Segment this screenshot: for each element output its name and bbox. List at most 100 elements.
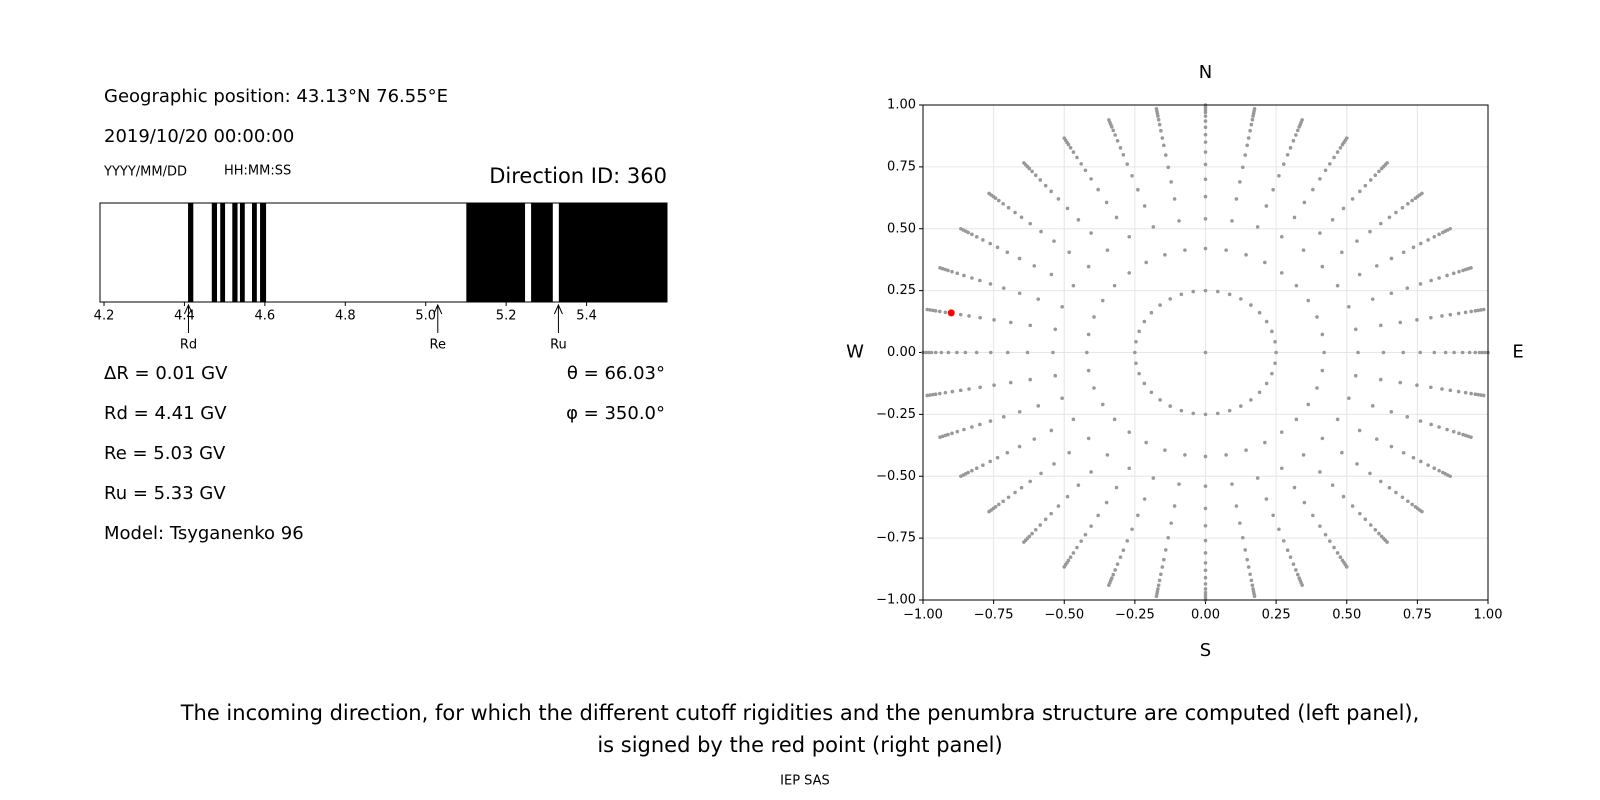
- direction-point: [1053, 373, 1058, 378]
- direction-point: [1323, 532, 1328, 537]
- direction-point: [970, 232, 974, 237]
- direction-point: [974, 350, 979, 355]
- direction-point: [1429, 385, 1433, 390]
- marker-label: Re: [430, 338, 446, 353]
- direction-point: [1398, 380, 1403, 385]
- param: ΔR = 0.01 GV: [104, 363, 228, 384]
- direction-point: [967, 314, 971, 318]
- direction-point: [1230, 219, 1234, 223]
- direction-point: [1136, 513, 1140, 518]
- direction-point: [1127, 430, 1132, 434]
- direction-point: [955, 271, 960, 276]
- direction-point: [1083, 168, 1088, 173]
- direction-point: [1344, 136, 1349, 140]
- direction-point: [1318, 470, 1322, 474]
- direction-point: [1368, 178, 1373, 182]
- direction-point: [1370, 404, 1375, 408]
- direction-point: [1215, 411, 1220, 416]
- direction-point: [1134, 339, 1138, 344]
- direction-point: [1263, 440, 1267, 445]
- direction-point: [1056, 504, 1061, 508]
- arrow-head: [433, 303, 443, 315]
- direction-point: [1203, 194, 1208, 199]
- direction-point: [1389, 291, 1394, 296]
- direction-point: [1271, 513, 1275, 518]
- direction-point: [1100, 298, 1105, 303]
- direction-point: [1086, 332, 1091, 337]
- y-tick-label: −0.25: [876, 407, 916, 422]
- direction-point: [1118, 146, 1123, 150]
- direction-point: [950, 269, 954, 274]
- direction-point: [1338, 146, 1343, 150]
- direction-point: [1056, 197, 1061, 201]
- direction-point: [962, 427, 966, 432]
- direction-point: [1463, 310, 1468, 315]
- direction-point: [1353, 327, 1358, 332]
- direction-point: [1246, 136, 1251, 140]
- direction-point: [1240, 165, 1245, 170]
- direction-point: [1071, 150, 1076, 154]
- direction-point: [1001, 286, 1006, 290]
- direction-point: [992, 383, 996, 387]
- direction-point: [1249, 578, 1254, 583]
- x-tick-label: 0.75: [1403, 608, 1432, 623]
- direction-point: [1032, 264, 1037, 268]
- direction-point: [1085, 350, 1089, 355]
- direction-point: [1238, 180, 1242, 184]
- compass-label: N: [1199, 62, 1212, 83]
- direction-point: [1104, 500, 1109, 505]
- direction-point: [1104, 200, 1109, 205]
- direction-point: [1001, 499, 1005, 504]
- direction-point: [1315, 315, 1319, 319]
- direction-point: [943, 390, 948, 395]
- direction-point: [1203, 484, 1208, 488]
- direction-point: [1127, 234, 1132, 239]
- direction-point: [1203, 538, 1208, 543]
- direction-point: [1270, 329, 1274, 334]
- direction-point: [1452, 350, 1456, 355]
- direction-point: [1067, 450, 1071, 455]
- direction-point: [1320, 332, 1325, 337]
- direction-point: [1203, 162, 1208, 167]
- direction-point: [1133, 350, 1137, 355]
- direction-point: [1456, 389, 1461, 394]
- direction-point: [1263, 260, 1267, 265]
- direction-point: [1005, 250, 1010, 255]
- direction-point: [1473, 350, 1478, 355]
- direction-point: [1273, 361, 1277, 366]
- direction-point: [978, 385, 982, 390]
- direction-point: [997, 198, 1001, 203]
- direction-point: [1279, 271, 1284, 275]
- direction-point: [1043, 517, 1048, 522]
- direction-point: [1022, 161, 1026, 165]
- direction-point: [1203, 246, 1208, 251]
- direction-point: [1105, 453, 1110, 457]
- direction-point: [925, 393, 930, 398]
- direction-point: [988, 419, 993, 423]
- direction-point: [1476, 308, 1480, 313]
- direction-point: [1239, 404, 1243, 408]
- direction-point: [1252, 106, 1257, 111]
- direction-point: [1169, 521, 1173, 525]
- direction-point: [931, 392, 935, 397]
- direction-point: [1426, 463, 1430, 467]
- direction-point: [1142, 319, 1147, 324]
- direction-point: [1033, 173, 1038, 178]
- direction-point: [1243, 548, 1248, 552]
- direction-point: [1294, 417, 1299, 422]
- x-tick-label: 4.2: [94, 309, 115, 324]
- direction-point: [1257, 390, 1262, 395]
- direction-point: [1039, 229, 1043, 234]
- direction-point: [1203, 593, 1208, 597]
- direction-point: [1248, 572, 1252, 577]
- direction-point: [1302, 200, 1307, 205]
- direction-point: [1203, 150, 1208, 154]
- direction-point: [1033, 527, 1038, 532]
- x-tick-label: 4.6: [255, 309, 276, 324]
- penumbra-band: [211, 203, 218, 302]
- direction-point: [1477, 350, 1482, 355]
- direction-point: [1183, 248, 1187, 252]
- direction-point: [1381, 350, 1386, 355]
- direction-point: [1389, 444, 1394, 449]
- direction-point: [963, 350, 968, 355]
